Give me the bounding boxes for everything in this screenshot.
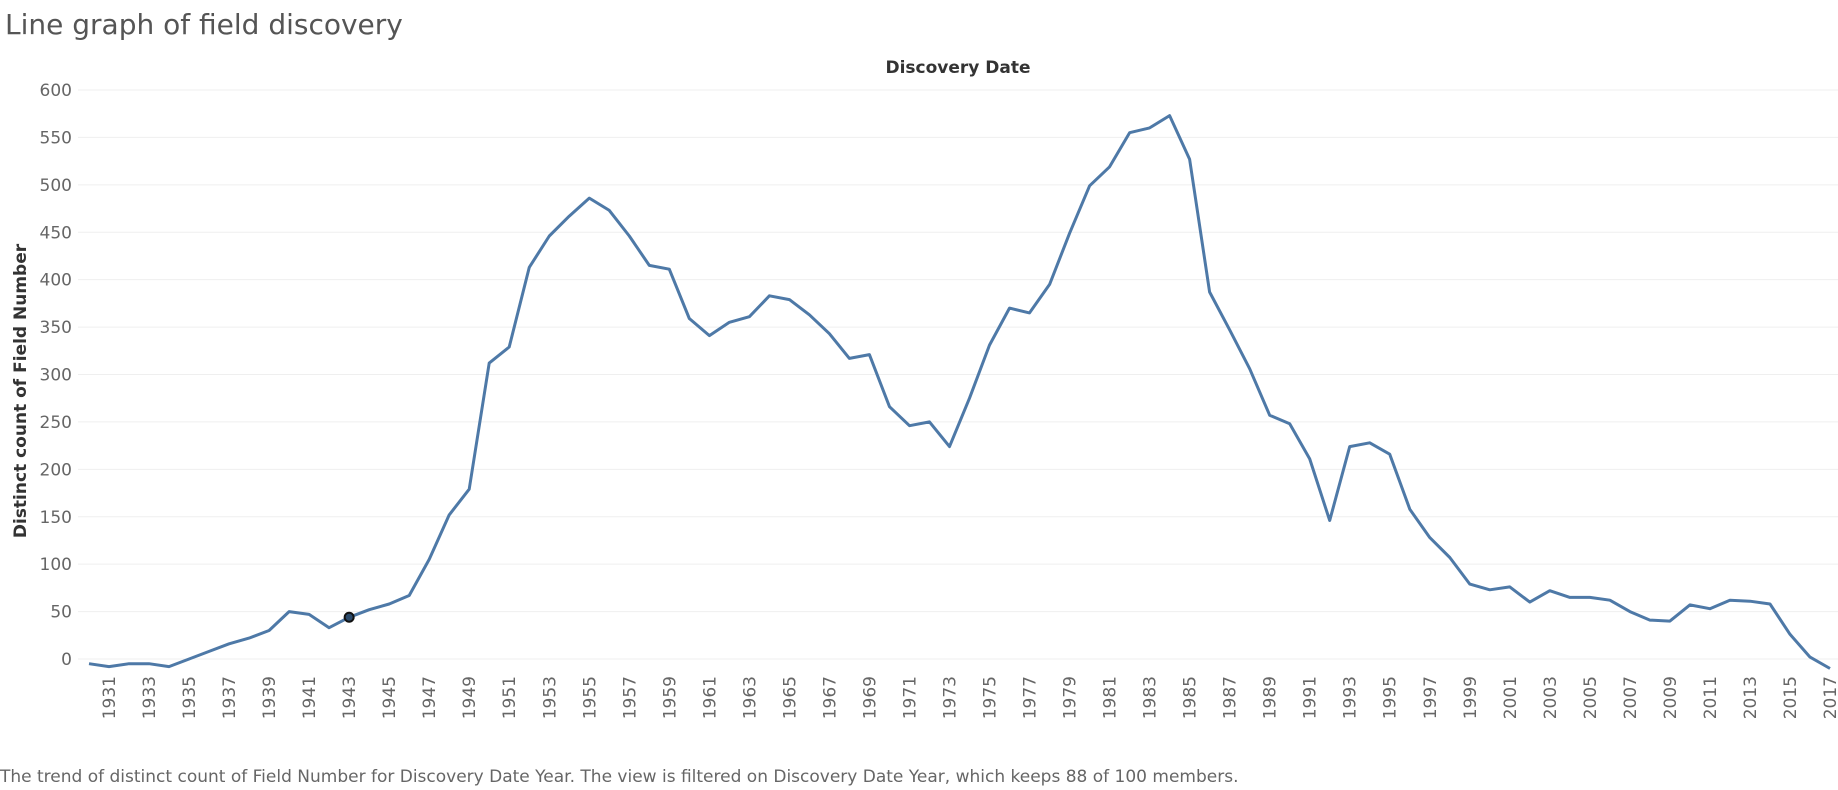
x-tick-label: 1959	[660, 676, 680, 719]
x-tick-label: 1999	[1461, 676, 1481, 719]
x-tick-label: 2005	[1581, 676, 1601, 719]
x-tick-label: 2001	[1501, 676, 1521, 719]
y-tick-label: 50	[50, 603, 72, 623]
gridlines	[78, 89, 1838, 660]
chart-caption: The trend of distinct count of Field Num…	[0, 767, 1239, 787]
x-tick-label: 1981	[1101, 676, 1121, 719]
y-axis-title: Distinct count of Field Number	[11, 243, 31, 538]
y-tick-label: 600	[40, 81, 72, 101]
y-tick-label: 0	[61, 650, 72, 670]
x-tick-label: 1965	[780, 676, 800, 719]
x-tick-label: 1961	[700, 676, 720, 719]
x-tick-label: 1995	[1381, 676, 1401, 719]
x-tick-label: 1971	[900, 676, 920, 719]
x-tick-label: 1967	[820, 676, 840, 719]
y-tick-label: 300	[40, 366, 72, 386]
x-tick-label: 1939	[260, 676, 280, 719]
x-tick-label: 1973	[940, 676, 960, 719]
x-tick-label: 1941	[300, 676, 320, 719]
x-tick-label: 1937	[220, 676, 240, 719]
y-tick-label: 100	[40, 555, 72, 575]
x-tick-label: 1989	[1261, 676, 1281, 719]
x-tick-label: 1969	[860, 676, 880, 719]
x-tick-label: 1933	[140, 676, 160, 719]
chart-title: Discovery Date	[885, 58, 1030, 78]
x-tick-label: 2017	[1821, 676, 1838, 719]
x-tick-label: 1953	[540, 676, 560, 719]
x-tick-label: 1951	[500, 676, 520, 719]
x-tick-label: 1945	[380, 676, 400, 719]
series-line	[88, 114, 1831, 670]
x-tick-label: 1935	[180, 676, 200, 719]
x-tick-label: 1979	[1061, 676, 1081, 719]
x-tick-label: 1957	[620, 676, 640, 719]
x-tick-label: 2013	[1741, 676, 1761, 719]
y-tick-label: 400	[40, 271, 72, 291]
x-tick-label: 1977	[1021, 676, 1041, 719]
y-tick-label: 250	[40, 413, 72, 433]
x-tick-label: 1975	[981, 676, 1001, 719]
x-tick-label: 1949	[460, 676, 480, 719]
x-tick-label: 1955	[580, 676, 600, 719]
x-axis-ticks: 1931 1933 1935 1937 1939 1941 1943 1945 1947 1949…	[100, 676, 1838, 719]
x-tick-label: 2007	[1621, 676, 1641, 719]
x-tick-label: 1987	[1221, 676, 1241, 719]
y-tick-label: 350	[40, 318, 72, 338]
x-tick-label: 1985	[1181, 676, 1201, 719]
page-title: Line graph of field discovery	[5, 8, 403, 41]
x-tick-label: 1943	[340, 676, 360, 719]
y-tick-label: 200	[40, 460, 72, 480]
x-tick-label: 1947	[420, 676, 440, 719]
x-tick-label: 1997	[1421, 676, 1441, 719]
x-tick-label: 2003	[1541, 676, 1561, 719]
x-tick-label: 1993	[1341, 676, 1361, 719]
y-tick-label: 150	[40, 508, 72, 528]
x-tick-label: 2011	[1701, 676, 1721, 719]
x-tick-label: 2009	[1661, 676, 1681, 719]
x-tick-label: 1991	[1301, 676, 1321, 719]
x-tick-label: 1931	[100, 676, 120, 719]
x-tick-label: 1963	[740, 676, 760, 719]
x-tick-label: 2015	[1781, 676, 1801, 719]
y-tick-label: 550	[40, 128, 72, 148]
y-axis-ticks: 0 50 100 150 200 250 300 350 400 450 500 550 600	[40, 81, 72, 670]
y-tick-label: 500	[40, 176, 72, 196]
highlight-point[interactable]	[343, 611, 355, 623]
x-tick-label: 1983	[1141, 676, 1161, 719]
y-tick-label: 450	[40, 223, 72, 243]
